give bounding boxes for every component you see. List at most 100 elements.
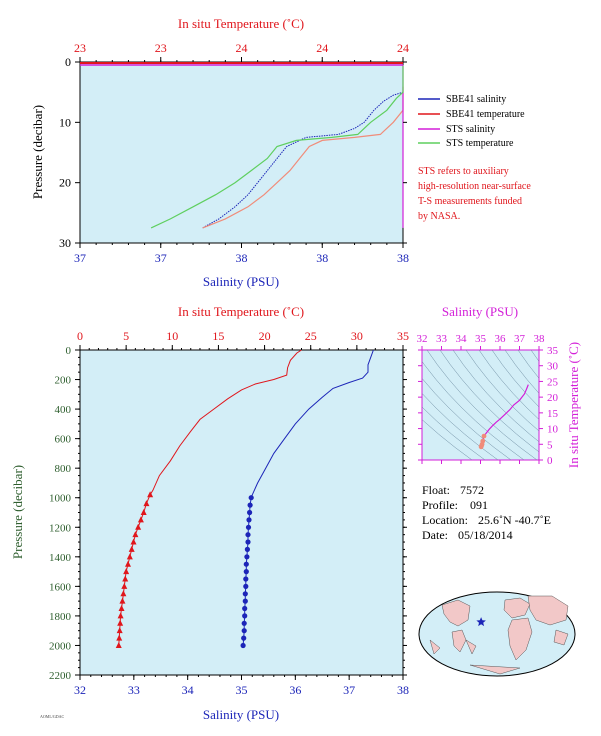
annotation-line: by NASA. — [418, 211, 460, 222]
top-ticks: 23 23 24 24 24 37 37 38 38 38 0 10 20 30 — [59, 41, 409, 265]
profile-pressure-tick-label: 400 — [55, 404, 72, 416]
salinity-line — [250, 349, 374, 498]
profile-sal-tick-label: 32 — [74, 683, 86, 697]
temperature-marker — [147, 491, 154, 498]
profile-pressure-tick-label: 600 — [55, 434, 72, 446]
salinity-marker — [241, 620, 247, 626]
top-temp-tick-label: 23 — [155, 41, 167, 55]
density-contour — [422, 406, 486, 460]
float-info: Float: 7572 Profile: 091 Location: 25.6˚… — [422, 483, 551, 542]
top-sal-tick-label: 37 — [155, 251, 167, 265]
ts-temp-tick-label: 30 — [547, 361, 559, 373]
density-contour — [422, 377, 512, 460]
profile-pressure-axis-title: Pressure (decibar) — [10, 465, 25, 559]
ts-temp-tick-label: 35 — [547, 345, 559, 357]
temperature-marker — [128, 545, 135, 552]
density-contour — [422, 361, 525, 460]
salinity-marker — [243, 583, 249, 590]
salinity-marker — [242, 613, 248, 619]
salinity-marker — [244, 554, 250, 560]
date-label: Date: — [422, 528, 448, 542]
salinity-marker — [242, 598, 248, 604]
temperature-marker — [123, 568, 130, 575]
top-legend: SBE41 salinity SBE41 temperature STS sal… — [418, 94, 525, 149]
temperature-marker — [124, 560, 131, 567]
temperature-line — [149, 349, 302, 496]
salinity-marker — [242, 605, 248, 612]
map-land — [429, 595, 569, 675]
temperature-marker — [115, 641, 122, 648]
salinity-marker — [247, 509, 253, 516]
top-sal-tick-label: 38 — [236, 251, 248, 265]
top-pressure-tick-label: 10 — [59, 115, 71, 129]
density-contour — [478, 350, 539, 420]
salinity-marker — [243, 576, 249, 582]
profile-sal-tick-label: 36 — [289, 683, 301, 697]
star-icon — [476, 617, 486, 627]
ts-ticks: 32 33 34 35 36 37 38 0 5 10 15 20 25 30 35 — [417, 333, 559, 467]
salinity-marker — [240, 642, 246, 649]
temperature-marker — [126, 553, 133, 560]
salinity-marker — [243, 561, 249, 567]
ts-temp-tick-label: 15 — [547, 408, 559, 420]
legend-label-sts-temperature: STS temperature — [446, 138, 514, 149]
annotation-line: T-S measurements funded — [418, 196, 522, 207]
top-pressure-tick-label: 30 — [59, 236, 71, 250]
ts-sal-tick-label: 36 — [495, 333, 507, 345]
footer-stamp: AOML/GDAC — [40, 714, 65, 719]
top-sal-tick-label: 38 — [397, 251, 409, 265]
salinity-marker — [244, 546, 250, 553]
profile-temp-tick-label: 30 — [351, 329, 363, 343]
profile-pressure-tick-label: 2000 — [49, 640, 72, 652]
density-contour — [422, 419, 473, 460]
ts-diagram: 32 33 34 35 36 37 38 0 5 10 15 20 25 30 35 Salinity (P… — [417, 304, 582, 468]
profile-ticks: 0 5 10 15 20 25 30 35 32 33 34 35 36 37 38 0 200 400 600 80… — [49, 329, 409, 697]
profile-temp-tick-label: 25 — [305, 329, 317, 343]
top-pressure-axis-title: Pressure (decibar) — [30, 105, 45, 199]
temperature-marker — [121, 582, 128, 589]
temperature-marker — [135, 523, 142, 530]
salinity-marker — [247, 502, 253, 508]
ts-sal-tick-label: 35 — [475, 333, 487, 345]
profile-pressure-tick-label: 800 — [55, 463, 72, 475]
temperature-marker — [140, 509, 147, 515]
temperature-marker — [118, 605, 125, 612]
temperature-marker — [143, 500, 150, 507]
density-contour — [517, 350, 539, 379]
profile-chart: 0 5 10 15 20 25 30 35 32 33 34 35 36 37 38 0 200 400 600 80… — [10, 304, 409, 722]
world-map — [418, 591, 576, 677]
temperature-marker — [117, 619, 124, 626]
density-contour — [452, 350, 539, 443]
top-series — [80, 62, 404, 229]
ts-temp-tick-label: 20 — [547, 392, 559, 404]
ts-sal-tick-label: 38 — [534, 333, 546, 345]
profile-temperature-axis-title: In situ Temperature (˚C) — [178, 304, 304, 319]
profile-pressure-tick-label: 0 — [66, 345, 72, 357]
profile-sal-tick-label: 35 — [236, 683, 248, 697]
ts-salinity-axis-title: Salinity (PSU) — [442, 304, 518, 319]
top-pressure-tick-label: 0 — [65, 55, 71, 69]
profile-sal-tick-label: 34 — [182, 683, 194, 697]
profile-temp-tick-label: 0 — [77, 329, 83, 343]
temperature-marker — [116, 627, 123, 634]
top-temp-tick-label: 23 — [74, 41, 86, 55]
float-label: Float: — [422, 483, 450, 497]
temperature-marker — [119, 597, 126, 604]
ts-temp-tick-label: 0 — [547, 455, 553, 467]
profile-series — [115, 349, 374, 649]
density-contour — [491, 350, 539, 408]
float-value: 7572 — [460, 483, 484, 497]
temperature-marker — [132, 531, 139, 538]
profile-label: Profile: — [422, 498, 458, 512]
salinity-marker — [241, 628, 247, 634]
legend-label-sbe-salinity: SBE41 salinity — [446, 94, 506, 105]
legend-label-sbe-temperature: SBE41 temperature — [446, 109, 525, 120]
profile-salinity-axis-title: Salinity (PSU) — [203, 707, 279, 722]
profile-pressure-tick-label: 1200 — [49, 522, 72, 534]
salinity-marker — [243, 569, 249, 575]
series-line-3 — [150, 65, 404, 229]
salinity-marker — [246, 517, 252, 523]
profile-temp-tick-label: 20 — [259, 329, 271, 343]
legend-label-sts-salinity: STS salinity — [446, 124, 495, 135]
